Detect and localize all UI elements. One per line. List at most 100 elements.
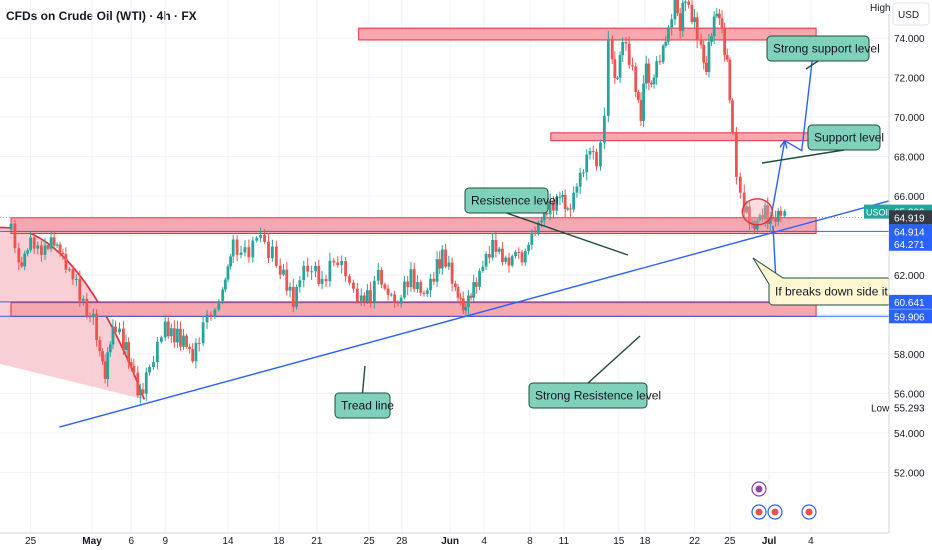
candles [9,0,787,404]
candle-body [432,278,436,282]
candle-body [223,279,227,290]
candle-body [717,13,721,19]
candle-body [536,222,540,234]
candle-body [243,247,247,253]
candle-body [636,92,640,100]
candle-body [169,328,173,337]
candle-body [148,366,151,373]
price-tag [889,224,932,239]
candle-body [101,351,104,362]
x-tick-label: 25 [364,536,376,547]
note-text: Resistence level [471,194,558,208]
candle-body [365,290,369,302]
candle-body [639,99,643,121]
candle-body [678,13,682,31]
highlight-circle [741,198,773,226]
candle-body [440,249,444,269]
candle-body [380,269,383,285]
candle-body [681,2,685,31]
candle-body [141,389,145,394]
candle-body [568,208,572,210]
x-tick-label: 8 [527,536,533,547]
candle-body [67,269,71,271]
candle-body [776,210,780,222]
candle-body [487,254,491,258]
candle-body [734,132,738,177]
note-pointer [506,212,629,256]
y-tick-label: 66.000 [894,192,925,203]
candle-body [667,27,670,42]
candle-body [152,362,155,367]
candle-body [336,262,340,266]
candle-body [545,212,549,215]
note-text: Strong Resistence level [535,389,661,403]
price-tag-text: 60.641 [894,298,925,309]
candle-body [444,249,447,267]
candle-body [484,254,488,267]
candle-body [575,186,579,193]
candle-body [494,239,498,252]
candle-body [91,313,95,318]
candle-body [578,172,582,187]
candle-body [221,289,225,301]
candle-body [450,262,454,284]
candle-body [302,265,306,281]
candle-body [478,270,481,287]
candle-body [340,261,344,266]
candle-body [259,234,263,238]
candle-body [255,237,259,241]
candle-body [507,257,511,266]
x-tick-label: 22 [689,536,701,547]
candle-body [247,247,251,258]
candle-body [542,212,546,221]
candle-body [191,349,195,362]
x-tick-label: 21 [311,536,323,547]
candle-body [182,335,185,347]
candle-body [429,278,432,291]
candle-body [748,206,751,224]
candle-body [497,248,501,252]
candle-body [655,61,659,78]
candle-body [602,115,606,143]
candle-body [362,295,366,302]
candle-body [239,252,243,255]
projection-arrows [741,36,819,301]
x-tick-label: May [82,536,102,547]
candle-body [644,63,648,84]
candle-body [23,253,27,267]
candle-body [332,260,336,263]
trend-line [59,200,890,428]
candle-body [159,337,163,342]
candle-body [634,66,638,93]
candle-body [695,17,699,41]
candle-body [298,280,302,287]
candle-body [46,245,50,249]
candle-body [320,278,324,284]
candle-body [779,210,783,216]
candle-body [416,282,419,290]
candle-body [771,216,775,219]
candle-body [469,295,473,298]
candle-body [88,316,92,318]
candle-body [111,326,115,345]
candle-body [582,172,585,174]
note-pointer [761,149,845,164]
note-text: Support level [814,131,884,145]
candle-body [409,269,413,288]
candle-body [29,237,33,251]
candle-body [699,40,703,45]
candle-body [774,218,777,222]
note-text: If breaks down side it will go [775,285,925,299]
y-tick-label: 68.000 [894,153,925,164]
candle-body [566,208,570,210]
candle-body [78,278,82,301]
note-pointer [752,257,784,285]
candle-body [453,283,457,288]
candle-body [71,269,75,280]
chart-header-title: CFDs on Crude Oil (WTI) · 4h · FX [6,9,197,23]
y-tick-label: 58.000 [894,350,925,361]
candle-body [631,64,634,67]
candle-body [274,246,278,266]
candle-body [163,321,167,338]
candle-body [285,269,289,291]
